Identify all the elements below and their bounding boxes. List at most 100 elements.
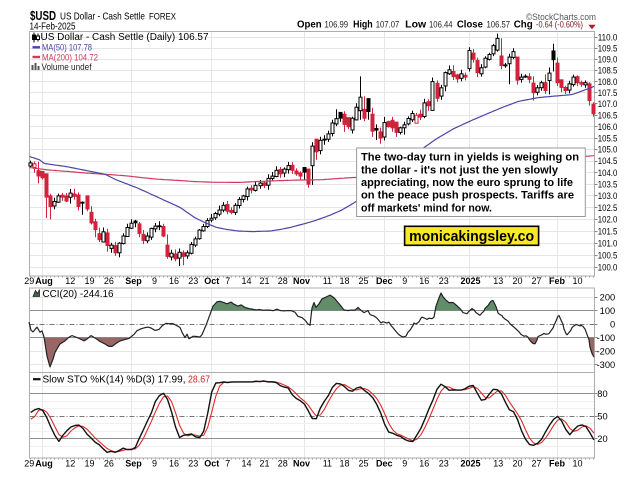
svg-text:Sep: Sep <box>125 458 142 468</box>
svg-text:103.5: 103.5 <box>598 179 618 189</box>
svg-text:$USD: $USD <box>30 9 56 23</box>
svg-text:14: 14 <box>241 276 251 286</box>
svg-text:20: 20 <box>512 458 522 468</box>
svg-text:23: 23 <box>439 276 449 286</box>
svg-text:28.67: 28.67 <box>188 375 210 386</box>
svg-text:109.0: 109.0 <box>598 55 618 65</box>
svg-text:Oct: Oct <box>204 276 219 286</box>
svg-text:9: 9 <box>152 276 157 286</box>
svg-text:Feb: Feb <box>549 276 566 286</box>
svg-text:7: 7 <box>225 458 230 468</box>
svg-text:2025: 2025 <box>460 458 480 468</box>
svg-text:9: 9 <box>402 458 407 468</box>
svg-text:107.07: 107.07 <box>376 19 400 30</box>
svg-text:102.5: 102.5 <box>598 203 618 213</box>
svg-text:2025: 2025 <box>460 276 480 286</box>
svg-text:107.0: 107.0 <box>598 99 618 109</box>
svg-text:102.0: 102.0 <box>598 215 618 225</box>
svg-text:107.5: 107.5 <box>598 88 618 98</box>
svg-text:100: 100 <box>600 306 616 316</box>
svg-text:10: 10 <box>572 276 582 286</box>
svg-text:26: 26 <box>104 276 114 286</box>
svg-text:The two-day turn in yields is: The two-day turn in yields is weighing o… <box>361 152 579 164</box>
svg-text:104.5: 104.5 <box>598 156 618 166</box>
svg-text:12: 12 <box>65 276 75 286</box>
svg-text:on the peace push prospects.: on the peace push prospects. Tariffs are <box>361 190 574 202</box>
svg-text:105.5: 105.5 <box>598 133 618 143</box>
svg-text:23: 23 <box>188 458 198 468</box>
svg-text:18: 18 <box>339 458 349 468</box>
svg-text:monicakingsley.co: monicakingsley.co <box>409 228 534 245</box>
svg-text:US Dollar - Cash Settle: US Dollar - Cash Settle <box>60 10 145 22</box>
svg-text:©StockCharts.com: ©StockCharts.com <box>526 12 596 23</box>
svg-text:106.99: 106.99 <box>325 19 349 30</box>
svg-text:9: 9 <box>402 276 407 286</box>
svg-text:-100: -100 <box>597 333 616 343</box>
svg-text:Low: Low <box>405 19 426 30</box>
svg-text:10: 10 <box>572 458 582 468</box>
svg-text:20: 20 <box>512 276 522 286</box>
svg-text:Nov: Nov <box>293 276 310 286</box>
svg-text:12: 12 <box>65 458 75 468</box>
svg-text:23: 23 <box>188 276 198 286</box>
svg-text:16: 16 <box>419 276 429 286</box>
svg-text:109.5: 109.5 <box>598 44 618 54</box>
svg-text:108.5: 108.5 <box>598 66 618 76</box>
svg-text:104.0: 104.0 <box>598 168 618 178</box>
svg-text:25: 25 <box>358 276 368 286</box>
svg-text:FOREX: FOREX <box>149 11 177 22</box>
svg-text:106.57: 106.57 <box>487 19 511 30</box>
svg-text:29: 29 <box>24 276 34 286</box>
svg-text:off markets' mind for now.: off markets' mind for now. <box>361 202 492 214</box>
svg-text:Oct: Oct <box>204 458 219 468</box>
svg-text:Sep: Sep <box>125 276 142 286</box>
svg-text:14-Feb-2025: 14-Feb-2025 <box>30 21 76 32</box>
svg-text:the dollar - it's not just the: the dollar - it's not just the yen slowl… <box>361 164 559 176</box>
svg-text:16: 16 <box>169 458 179 468</box>
svg-text:11: 11 <box>323 458 332 468</box>
svg-text:20: 20 <box>597 434 607 444</box>
svg-text:13: 13 <box>493 276 503 286</box>
svg-text:23: 23 <box>439 458 449 468</box>
svg-text:19: 19 <box>84 276 94 286</box>
svg-text:appreciating, now the euro spr: appreciating, now the euro sprung to lif… <box>361 177 573 189</box>
svg-text:13: 13 <box>493 458 503 468</box>
svg-text:Dec: Dec <box>376 458 393 468</box>
svg-text:US Dollar - Cash Settle (Daily: US Dollar - Cash Settle (Daily) 106.57 <box>41 32 209 43</box>
svg-text:21: 21 <box>259 458 269 468</box>
svg-text:103.0: 103.0 <box>598 191 618 201</box>
svg-text:25: 25 <box>358 458 368 468</box>
svg-text:16: 16 <box>419 458 429 468</box>
svg-text:101.5: 101.5 <box>598 227 618 237</box>
svg-text:14: 14 <box>241 458 251 468</box>
svg-text:Volume undef: Volume undef <box>42 62 92 73</box>
svg-text:16: 16 <box>169 276 179 286</box>
svg-text:-200: -200 <box>597 346 616 356</box>
svg-text:105.0: 105.0 <box>598 145 618 155</box>
svg-text:110.0: 110.0 <box>598 33 618 43</box>
svg-text:CCI(20) -244.16: CCI(20) -244.16 <box>43 289 114 300</box>
svg-text:9: 9 <box>152 458 157 468</box>
svg-text:106.0: 106.0 <box>598 122 618 132</box>
svg-text:28: 28 <box>278 276 288 286</box>
svg-text:18: 18 <box>339 276 349 286</box>
svg-text:7: 7 <box>225 276 230 286</box>
svg-text:Dec: Dec <box>376 276 393 286</box>
svg-text:28: 28 <box>278 458 288 468</box>
svg-text:0: 0 <box>610 319 615 329</box>
svg-text:80: 80 <box>597 389 607 399</box>
svg-text:Aug: Aug <box>35 276 53 286</box>
svg-text:106.5: 106.5 <box>598 111 618 121</box>
svg-text:27: 27 <box>531 458 541 468</box>
svg-text:100.5: 100.5 <box>598 250 618 260</box>
svg-text:-300: -300 <box>597 360 616 370</box>
svg-text:Open: Open <box>297 19 322 30</box>
svg-text:MA(50) 107.78: MA(50) 107.78 <box>42 43 92 54</box>
svg-text:-0.64 (-0.60%): -0.64 (-0.60%) <box>536 19 583 30</box>
svg-text:108.0: 108.0 <box>598 77 618 87</box>
svg-text:High: High <box>353 19 373 30</box>
svg-text:100.0: 100.0 <box>598 262 618 272</box>
svg-text:26: 26 <box>104 458 114 468</box>
svg-text:Feb: Feb <box>549 458 566 468</box>
svg-text:29: 29 <box>24 458 34 468</box>
